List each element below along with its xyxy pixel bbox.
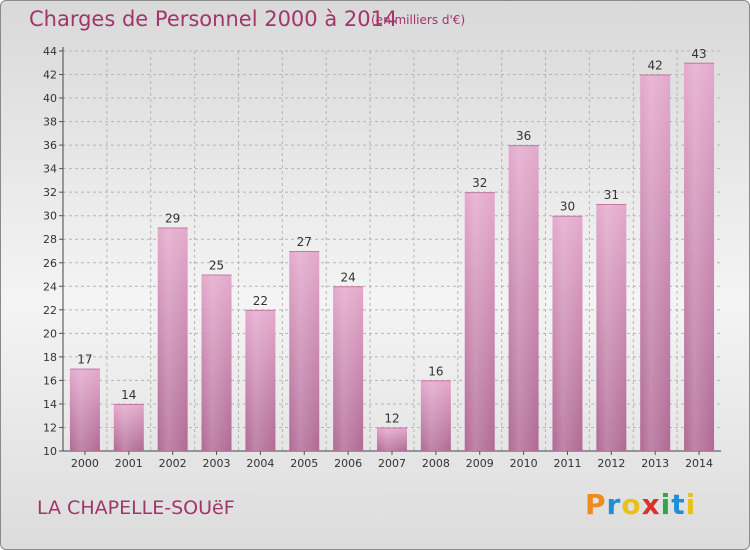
bar-shine xyxy=(508,145,539,451)
x-tick-label: 2014 xyxy=(685,457,713,470)
y-tick-label: 40 xyxy=(43,92,57,105)
data-label: 31 xyxy=(604,188,619,202)
data-label: 36 xyxy=(516,129,531,143)
bar-shine xyxy=(596,203,627,451)
y-tick-label: 22 xyxy=(43,304,57,317)
y-tick-label: 38 xyxy=(43,116,57,129)
y-tick-label: 12 xyxy=(43,421,57,434)
y-tick-label: 18 xyxy=(43,351,57,364)
data-label: 17 xyxy=(77,353,92,367)
data-label: 24 xyxy=(340,270,355,284)
logo-letter: P xyxy=(585,488,607,521)
y-tick-label: 20 xyxy=(43,327,57,340)
data-label: 42 xyxy=(648,59,663,73)
y-tick-label: 42 xyxy=(43,69,57,82)
data-label: 16 xyxy=(428,364,443,378)
bar-shine xyxy=(684,62,715,451)
x-tick-label: 2003 xyxy=(203,457,231,470)
bar-shine xyxy=(552,215,583,451)
logo-letter: i xyxy=(660,488,672,521)
bar-shine xyxy=(201,274,232,451)
chart-subtitle: (en milliers d'€) xyxy=(371,13,466,27)
town-name: LA CHAPELLE-SOUëF xyxy=(37,497,235,519)
y-tick-label: 14 xyxy=(43,398,57,411)
data-label: 14 xyxy=(121,388,136,402)
x-tick-label: 2013 xyxy=(641,457,669,470)
x-tick-label: 2005 xyxy=(290,457,318,470)
x-tick-label: 2002 xyxy=(159,457,187,470)
bar-shine xyxy=(377,427,407,451)
y-tick-label: 36 xyxy=(43,139,57,152)
logo-letter: x xyxy=(641,488,661,521)
bar-shine xyxy=(333,286,364,451)
bar-shine xyxy=(113,403,144,451)
bar-shine xyxy=(464,192,495,452)
x-tick-label: 2001 xyxy=(115,457,143,470)
x-tick-label: 2006 xyxy=(334,457,362,470)
y-tick-label: 44 xyxy=(43,45,57,58)
data-label: 29 xyxy=(165,211,180,225)
bar-shine xyxy=(420,380,451,451)
bars xyxy=(69,62,715,452)
x-tick-label: 2010 xyxy=(510,457,538,470)
logo-letter: i xyxy=(685,488,697,521)
data-label: 22 xyxy=(253,294,268,308)
data-label: 27 xyxy=(297,235,312,249)
chart-title: Charges de Personnel 2000 à 2014 xyxy=(29,7,398,31)
data-label: 43 xyxy=(691,47,706,61)
axes: 10 12 14 16 18 20 22 24 26 28 30 32 34 36 38 40 42 44 2000… xyxy=(43,45,721,470)
bar-shine xyxy=(289,251,320,451)
logo-letter: o xyxy=(621,488,642,521)
y-tick-label: 28 xyxy=(43,233,57,246)
y-tick-label: 34 xyxy=(43,163,57,176)
data-label: 32 xyxy=(472,176,487,190)
bar-shine xyxy=(69,368,100,451)
proxiti-logo: Proxiti xyxy=(585,488,696,521)
data-label: 30 xyxy=(560,200,575,214)
data-label: 25 xyxy=(209,259,224,273)
y-tick-label: 26 xyxy=(43,257,57,270)
bar-shine xyxy=(157,227,188,451)
x-tick-label: 2004 xyxy=(246,457,274,470)
y-tick-label: 24 xyxy=(43,280,57,293)
x-tick-label: 2012 xyxy=(597,457,625,470)
bar-shine xyxy=(245,309,276,451)
x-tick-label: 2007 xyxy=(378,457,406,470)
y-tick-label: 16 xyxy=(43,374,57,387)
x-tick-label: 2000 xyxy=(71,457,99,470)
y-tick-label: 10 xyxy=(43,445,57,458)
y-tick-label: 30 xyxy=(43,210,57,223)
logo-letter: t xyxy=(671,488,686,521)
y-tick-label: 32 xyxy=(43,186,57,199)
data-label: 12 xyxy=(384,411,399,425)
x-tick-label: 2009 xyxy=(466,457,494,470)
logo-letter: r xyxy=(606,488,622,521)
x-tick-label: 2011 xyxy=(553,457,581,470)
x-tick-label: 2008 xyxy=(422,457,450,470)
bar-shine xyxy=(640,74,671,451)
value-labels: 17 14 29 25 22 27 24 12 16 32 36 30 31 42 43 xyxy=(77,47,706,426)
